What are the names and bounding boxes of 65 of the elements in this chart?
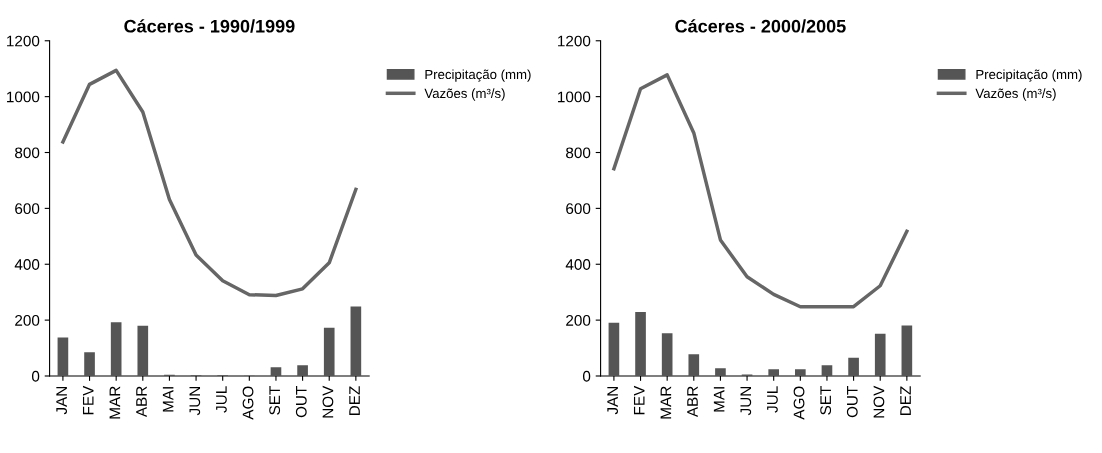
y-tick-label: 400 bbox=[565, 259, 591, 270]
x-tick-label: ABR bbox=[136, 386, 147, 418]
x-tick-label: MAR bbox=[109, 386, 121, 419]
y-tick-label: 800 bbox=[15, 147, 40, 159]
x-tick-label: AGO bbox=[793, 386, 805, 420]
y-tick-label: 1000 bbox=[558, 91, 591, 103]
bar bbox=[350, 306, 362, 376]
bar bbox=[608, 322, 620, 376]
y-tick-label: 200 bbox=[15, 314, 40, 326]
y-tick-label: 0 bbox=[31, 370, 40, 382]
x-tick-label: JUL bbox=[767, 386, 778, 413]
y-tick-label: 1000 bbox=[7, 91, 40, 103]
x-tick-label: NOV bbox=[873, 385, 885, 418]
legend-label: Precipitação (mm) bbox=[425, 69, 531, 82]
x-tick-label: FEV bbox=[82, 385, 94, 415]
bar bbox=[688, 354, 700, 376]
bar bbox=[874, 333, 886, 376]
legend-label: Precipitação (mm) bbox=[976, 69, 1082, 82]
bar bbox=[137, 325, 149, 376]
bar bbox=[57, 337, 69, 376]
bar bbox=[110, 322, 122, 376]
bar bbox=[84, 352, 95, 376]
bar bbox=[848, 357, 859, 376]
x-tick-label: FEV bbox=[633, 385, 645, 415]
x-tick-label: MAI bbox=[162, 387, 174, 412]
x-tick-label: MAR bbox=[660, 386, 672, 419]
y-tick-label: 1200 bbox=[7, 35, 40, 47]
chart-title: Cáceres - 1990/1999 bbox=[124, 19, 295, 33]
x-tick-label: ABR bbox=[687, 386, 698, 418]
y-tick-label: 600 bbox=[15, 203, 40, 215]
x-tick-label: DEZ bbox=[349, 386, 360, 416]
legend-label: Vazões (m³/s) bbox=[975, 88, 1056, 101]
y-tick-label: 0 bbox=[582, 370, 591, 382]
bar bbox=[635, 312, 646, 376]
bar bbox=[768, 369, 780, 376]
line-series bbox=[61, 68, 358, 298]
legend-label: Vazões (m³/s) bbox=[424, 88, 505, 101]
y-tick-label: 1200 bbox=[558, 35, 591, 47]
bar bbox=[661, 333, 673, 376]
x-tick-label: SET bbox=[820, 386, 832, 415]
y-tick-label: 800 bbox=[566, 147, 591, 159]
bar bbox=[715, 368, 726, 376]
x-tick-label: JUL bbox=[216, 386, 227, 413]
x-tick-label: OUT bbox=[846, 386, 858, 418]
x-tick-label: MAI bbox=[713, 387, 725, 412]
bar bbox=[821, 365, 833, 376]
x-tick-label: AGO bbox=[242, 386, 254, 420]
chart-title: Cáceres - 2000/2005 bbox=[675, 19, 846, 33]
x-tick-label: NOV bbox=[322, 385, 334, 418]
x-tick-label: JAN bbox=[607, 386, 619, 415]
x-tick-label: JUN bbox=[189, 386, 201, 416]
bar bbox=[297, 365, 308, 376]
bar bbox=[270, 367, 282, 376]
x-tick-label: JAN bbox=[56, 386, 68, 415]
y-tick-label: 200 bbox=[566, 314, 591, 326]
bar bbox=[323, 327, 335, 376]
y-tick-label: 600 bbox=[566, 203, 591, 215]
x-tick-label: DEZ bbox=[900, 386, 911, 416]
x-tick-label: OUT bbox=[295, 386, 307, 418]
line-series bbox=[612, 73, 909, 309]
bar bbox=[795, 369, 806, 376]
y-tick-label: 400 bbox=[14, 259, 40, 270]
bar bbox=[901, 325, 913, 376]
x-tick-label: SET bbox=[269, 386, 281, 415]
x-tick-label: JUN bbox=[740, 386, 752, 416]
